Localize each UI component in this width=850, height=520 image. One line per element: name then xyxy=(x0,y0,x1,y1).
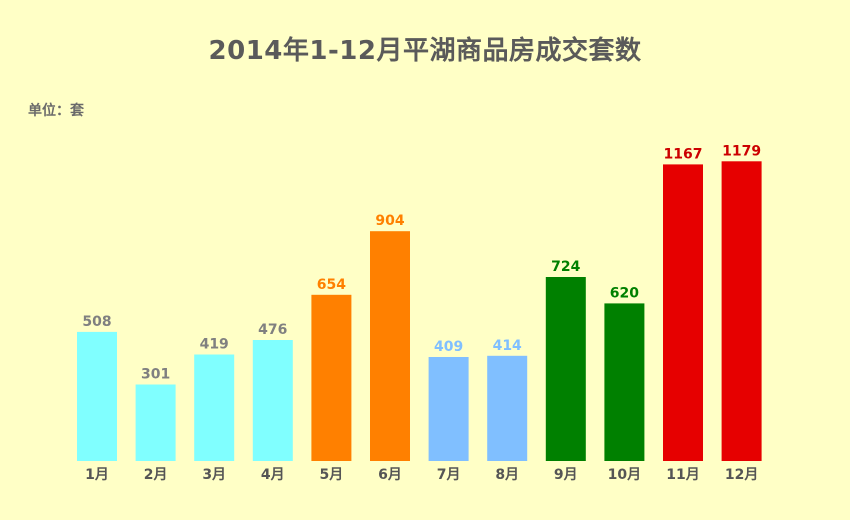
bar-7 xyxy=(428,357,469,461)
bar-6 xyxy=(370,231,410,461)
category-label-12: 12月 xyxy=(725,467,758,483)
bar-3 xyxy=(194,354,235,461)
category-label-10: 10月 xyxy=(608,467,641,483)
value-label-7: 409 xyxy=(434,339,463,355)
bar-4 xyxy=(252,340,293,461)
value-label-1: 508 xyxy=(82,314,111,330)
category-label-4: 4月 xyxy=(261,467,285,483)
category-label-7: 7月 xyxy=(437,467,461,483)
bar-2 xyxy=(135,384,176,461)
bar-10 xyxy=(604,303,645,461)
bar-8 xyxy=(487,355,528,461)
value-label-5: 654 xyxy=(317,277,346,293)
bar-1 xyxy=(77,331,117,461)
bar-9 xyxy=(545,277,586,461)
value-label-3: 419 xyxy=(200,337,229,353)
value-label-11: 1167 xyxy=(664,146,703,162)
chart-title: 2014年1-12月平湖商品房成交套数 xyxy=(208,36,642,66)
value-label-2: 301 xyxy=(141,367,170,383)
value-label-6: 904 xyxy=(375,213,404,229)
category-label-9: 9月 xyxy=(554,467,578,483)
value-label-10: 620 xyxy=(610,285,639,301)
category-label-11: 11月 xyxy=(666,467,699,483)
value-label-4: 476 xyxy=(258,322,287,338)
category-label-1: 1月 xyxy=(85,467,109,483)
value-label-9: 724 xyxy=(551,259,580,275)
category-label-2: 2月 xyxy=(144,467,168,483)
unit-label: 单位：套 xyxy=(28,103,84,119)
category-label-6: 6月 xyxy=(378,467,402,483)
category-label-3: 3月 xyxy=(202,467,226,483)
category-label-5: 5月 xyxy=(320,467,344,483)
bar-11 xyxy=(663,164,703,461)
bar-12 xyxy=(721,161,762,462)
category-label-8: 8月 xyxy=(495,467,519,483)
value-label-12: 1179 xyxy=(722,143,761,159)
value-label-8: 414 xyxy=(493,338,522,354)
bar-5 xyxy=(311,294,352,461)
